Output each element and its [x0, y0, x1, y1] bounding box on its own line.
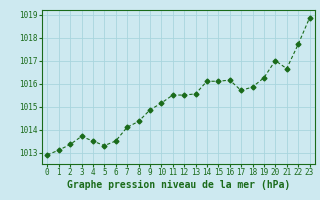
X-axis label: Graphe pression niveau de la mer (hPa): Graphe pression niveau de la mer (hPa)	[67, 180, 290, 190]
